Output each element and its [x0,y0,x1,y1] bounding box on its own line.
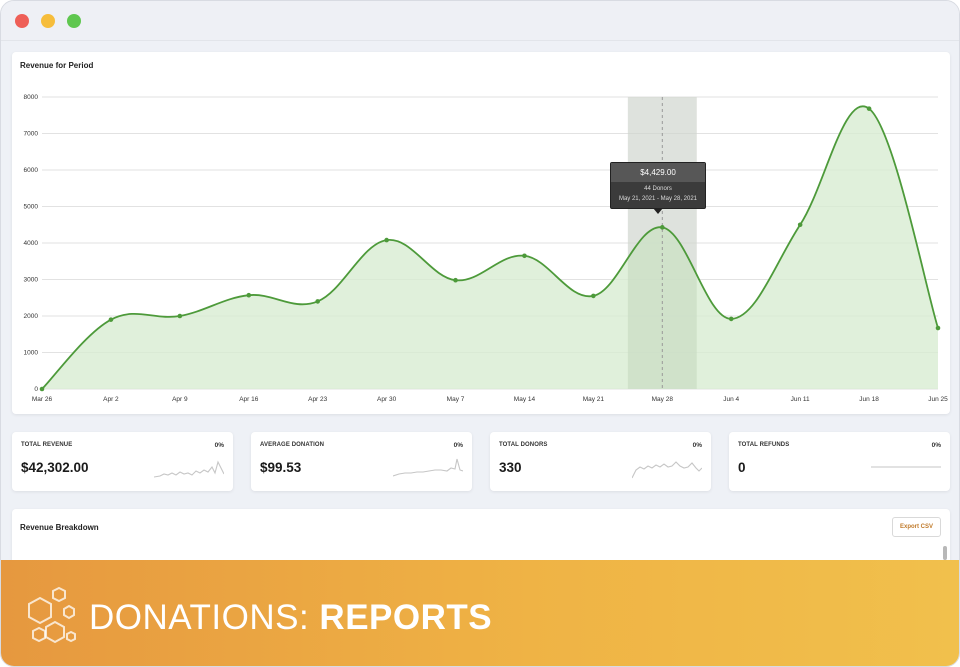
stat-label: AVERAGE DONATION [260,442,325,448]
stat-value: $42,302.00 [21,460,89,475]
x-tick-label: Apr 16 [239,396,259,403]
y-tick-label: 8000 [24,94,39,101]
x-tick-label: Apr 2 [103,396,119,403]
stat-card-average-donation: AVERAGE DONATION 0% $99.53 [251,432,472,491]
tooltip-arrow [653,208,663,214]
stat-value: 330 [499,460,522,475]
banner-title: DONATIONS: REPORTS [89,598,492,638]
chart-tooltip: $4,429.00 44 Donors May 21, 2021 - May 2… [610,162,706,214]
revenue-area [42,106,938,389]
tooltip-donors: 44 Donors [644,186,672,192]
y-tick-label: 5000 [24,204,39,211]
x-tick-label: May 21 [583,396,605,403]
data-point [108,317,114,322]
stat-value: $99.53 [260,460,302,475]
revenue-chart-card: Revenue for Period 0 1000 2000 3000 4000 5000… [12,52,950,414]
stat-label: TOTAL REFUNDS [738,442,790,448]
scrollbar-thumb[interactable] [943,546,947,560]
data-point [246,292,252,298]
tooltip-value: $4,429.00 [611,163,705,182]
y-tick-label: 2000 [24,313,39,320]
data-point [866,106,872,111]
data-point [797,222,803,228]
x-tick-label: Apr 9 [172,396,188,403]
minimize-window-button[interactable] [41,14,55,28]
stat-value: 0 [738,460,746,475]
data-point [39,386,45,392]
stat-card-total-donors: TOTAL DONORS 0% 330 [490,432,711,491]
data-point [935,325,941,331]
y-tick-label: 6000 [24,167,39,174]
x-tick-label: Jun 4 [723,396,739,403]
sparkline [632,461,702,479]
data-point [591,293,596,299]
y-tick-label: 1000 [24,350,39,357]
data-point [660,225,665,230]
sparkline [154,460,224,478]
tooltip-range: May 21, 2021 - May 28, 2021 [618,196,698,202]
x-tick-label: May 28 [652,396,674,403]
banner-title-light: DONATIONS: [89,598,320,637]
y-tick-label: 7000 [24,131,39,138]
data-point [522,253,527,259]
reports-content: Revenue for Period 0 1000 2000 3000 4000 5000… [1,41,959,666]
chart-title: Revenue for Period [20,61,94,70]
data-point [177,313,183,319]
stat-change: 0% [692,442,702,449]
x-tick-label: Jun 18 [859,396,879,403]
y-tick-label: 4000 [24,240,39,247]
breakdown-title: Revenue Breakdown [20,523,99,532]
sparkline [871,466,941,468]
export-csv-button[interactable]: Export CSV [892,517,941,537]
data-point [728,316,734,322]
stat-card-total-revenue: TOTAL REVENUE 0% $42,302.00 [12,432,233,491]
x-tick-label: Apr 23 [308,396,328,403]
revenue-chart: 0 1000 2000 3000 4000 5000 6000 7000 8000 Mar 26 A… [24,94,949,403]
stat-change: 0% [453,442,463,449]
revenue-line [41,105,939,390]
stat-label: TOTAL DONORS [499,442,548,448]
y-tick-label: 0 [34,386,38,393]
x-tick-label: Jun 11 [791,396,810,403]
stat-label: TOTAL REVENUE [21,442,73,448]
sparkline [393,458,463,477]
data-point [453,277,458,283]
title-bar [1,1,959,41]
stat-change: 0% [931,442,941,449]
data-point [315,299,320,304]
banner-title-bold: REPORTS [319,598,493,637]
x-tick-label: May 7 [447,396,465,403]
close-window-button[interactable] [15,14,29,28]
stat-card-total-refunds: TOTAL REFUNDS 0% 0 [729,432,950,491]
feature-banner: DONATIONS: REPORTS [1,560,959,666]
x-tick-label: Apr 30 [377,396,397,403]
x-tick-label: Mar 26 [32,396,53,403]
hexagon-cluster-icon [28,586,76,644]
data-point [384,237,389,243]
stat-change: 0% [214,442,224,449]
maximize-window-button[interactable] [67,14,81,28]
x-tick-label: Jun 25 [928,396,948,403]
y-tick-label: 3000 [24,277,39,284]
x-tick-label: May 14 [514,396,536,403]
